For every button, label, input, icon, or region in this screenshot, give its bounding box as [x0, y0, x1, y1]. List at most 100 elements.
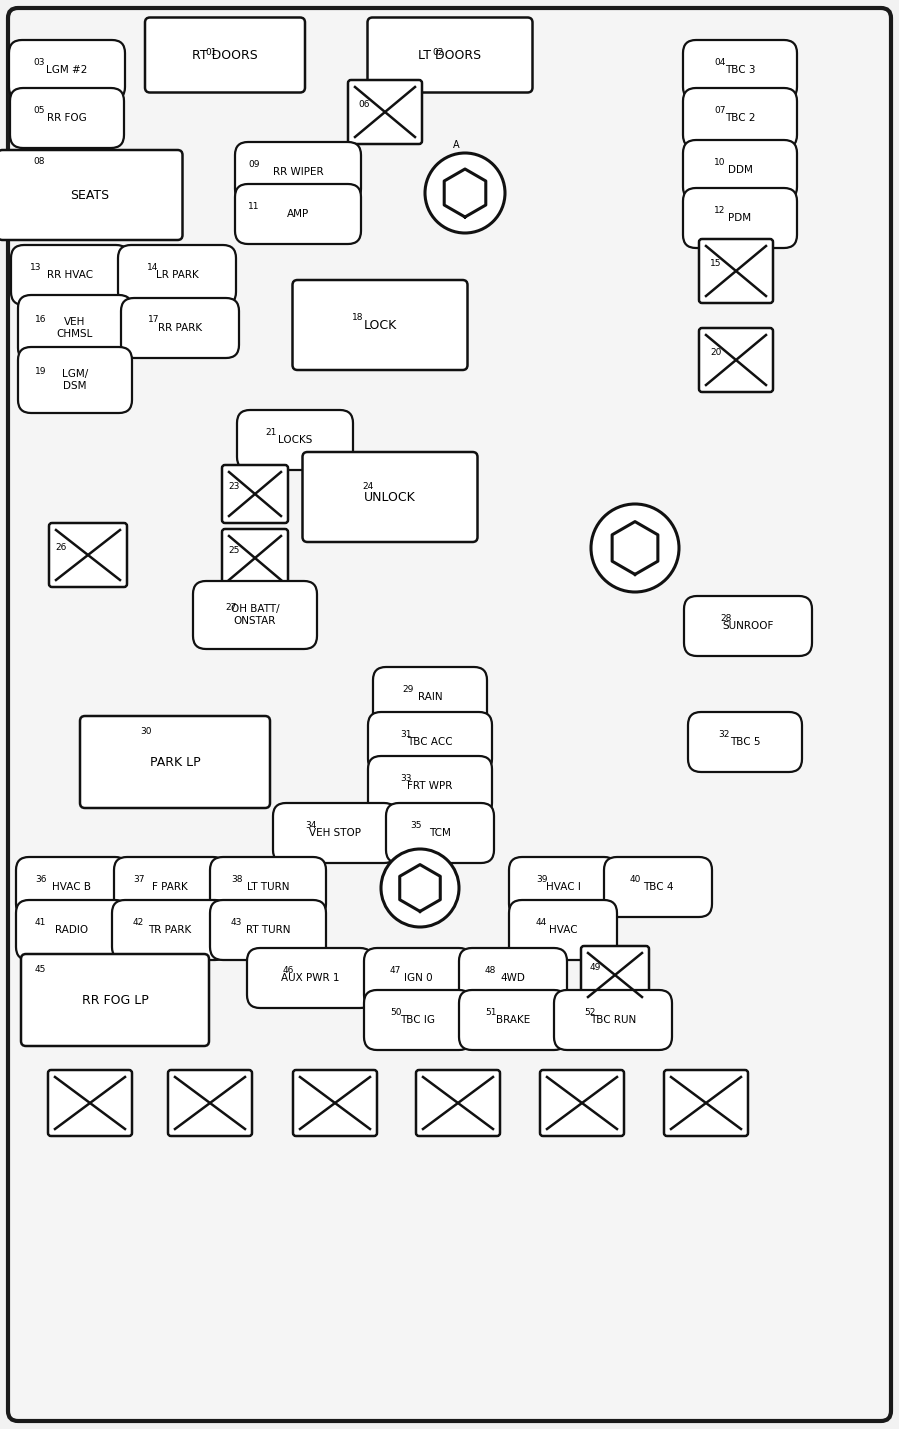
Text: 27: 27 [225, 603, 236, 612]
Text: 17: 17 [148, 314, 159, 324]
Text: FRT WPR: FRT WPR [407, 782, 453, 792]
Text: TBC IG: TBC IG [400, 1015, 435, 1025]
FancyBboxPatch shape [386, 803, 494, 863]
Text: 11: 11 [248, 201, 260, 211]
Text: 49: 49 [590, 963, 601, 972]
FancyBboxPatch shape [581, 946, 649, 1005]
FancyBboxPatch shape [683, 189, 797, 249]
Text: RT TURN: RT TURN [245, 925, 290, 935]
FancyBboxPatch shape [459, 990, 567, 1050]
Text: 09: 09 [248, 160, 260, 169]
Text: 26: 26 [55, 543, 67, 552]
Circle shape [425, 153, 505, 233]
FancyBboxPatch shape [121, 299, 239, 359]
Text: PARK LP: PARK LP [150, 756, 200, 769]
Text: 34: 34 [305, 822, 316, 830]
Text: LT TURN: LT TURN [246, 882, 289, 892]
Text: 37: 37 [133, 875, 145, 885]
FancyBboxPatch shape [210, 857, 326, 917]
Text: 46: 46 [283, 966, 294, 975]
Text: 41: 41 [35, 917, 47, 927]
FancyBboxPatch shape [235, 184, 361, 244]
Text: 03: 03 [33, 59, 44, 67]
Text: PDM: PDM [728, 213, 752, 223]
Text: TBC ACC: TBC ACC [407, 737, 453, 747]
Text: 10: 10 [714, 159, 725, 167]
FancyBboxPatch shape [11, 244, 129, 304]
Text: RAIN: RAIN [418, 692, 442, 702]
FancyBboxPatch shape [222, 529, 288, 587]
Text: LR PARK: LR PARK [156, 270, 199, 280]
Text: 39: 39 [536, 875, 547, 885]
Text: 16: 16 [35, 314, 47, 324]
Text: UNLOCK: UNLOCK [364, 490, 416, 503]
Text: 51: 51 [485, 1007, 496, 1017]
FancyBboxPatch shape [684, 596, 812, 656]
Text: 52: 52 [584, 1007, 595, 1017]
Text: 50: 50 [390, 1007, 402, 1017]
Text: 13: 13 [30, 263, 41, 272]
Text: SUNROOF: SUNROOF [722, 622, 774, 632]
Text: A: A [453, 140, 459, 150]
FancyBboxPatch shape [459, 947, 567, 1007]
Text: 19: 19 [35, 367, 47, 376]
FancyBboxPatch shape [293, 1070, 377, 1136]
FancyBboxPatch shape [9, 40, 125, 100]
Text: LGM #2: LGM #2 [47, 64, 88, 74]
Text: 20: 20 [710, 349, 721, 357]
FancyBboxPatch shape [18, 347, 132, 413]
FancyBboxPatch shape [210, 900, 326, 960]
FancyBboxPatch shape [554, 990, 672, 1050]
Text: BRAKE: BRAKE [496, 1015, 530, 1025]
Text: HVAC I: HVAC I [546, 882, 581, 892]
Text: F PARK: F PARK [152, 882, 188, 892]
Text: RR HVAC: RR HVAC [47, 270, 93, 280]
FancyBboxPatch shape [49, 523, 127, 587]
Text: 40: 40 [630, 875, 641, 885]
Text: SEATS: SEATS [70, 189, 110, 201]
Text: 12: 12 [714, 206, 725, 214]
FancyBboxPatch shape [8, 9, 891, 1420]
Text: 04: 04 [714, 59, 725, 67]
FancyBboxPatch shape [664, 1070, 748, 1136]
Text: 15: 15 [710, 259, 722, 269]
FancyBboxPatch shape [292, 280, 467, 370]
Text: RR FOG: RR FOG [47, 113, 87, 123]
Text: TR PARK: TR PARK [148, 925, 191, 935]
Circle shape [591, 504, 679, 592]
FancyBboxPatch shape [237, 410, 353, 470]
Text: 23: 23 [228, 482, 239, 492]
Text: RR PARK: RR PARK [158, 323, 202, 333]
FancyBboxPatch shape [21, 955, 209, 1046]
Text: TBC 4: TBC 4 [643, 882, 673, 892]
FancyBboxPatch shape [16, 900, 128, 960]
Text: OH BATT/
ONSTAR: OH BATT/ ONSTAR [231, 604, 280, 626]
Text: 4WD: 4WD [501, 973, 525, 983]
FancyBboxPatch shape [509, 900, 617, 960]
Text: RT DOORS: RT DOORS [192, 49, 258, 61]
Text: TBC 3: TBC 3 [725, 64, 755, 74]
FancyBboxPatch shape [273, 803, 397, 863]
FancyBboxPatch shape [364, 990, 472, 1050]
Text: HVAC B: HVAC B [52, 882, 92, 892]
FancyBboxPatch shape [222, 464, 288, 523]
FancyBboxPatch shape [10, 89, 124, 149]
FancyBboxPatch shape [368, 756, 492, 816]
Text: 05: 05 [33, 106, 44, 114]
Text: VEH
CHMSL: VEH CHMSL [57, 317, 93, 339]
Text: 45: 45 [35, 965, 47, 975]
Text: LOCK: LOCK [363, 319, 396, 332]
Text: RADIO: RADIO [56, 925, 89, 935]
FancyBboxPatch shape [683, 140, 797, 200]
Text: 48: 48 [485, 966, 496, 975]
Text: 01: 01 [205, 49, 217, 57]
Text: 28: 28 [720, 614, 732, 623]
Text: LOCKS: LOCKS [278, 434, 312, 444]
FancyBboxPatch shape [114, 857, 226, 917]
Text: 18: 18 [352, 313, 363, 322]
Text: 02: 02 [432, 49, 443, 57]
Text: 42: 42 [133, 917, 144, 927]
Text: 14: 14 [147, 263, 158, 272]
Text: 44: 44 [536, 917, 547, 927]
Text: 35: 35 [410, 822, 422, 830]
